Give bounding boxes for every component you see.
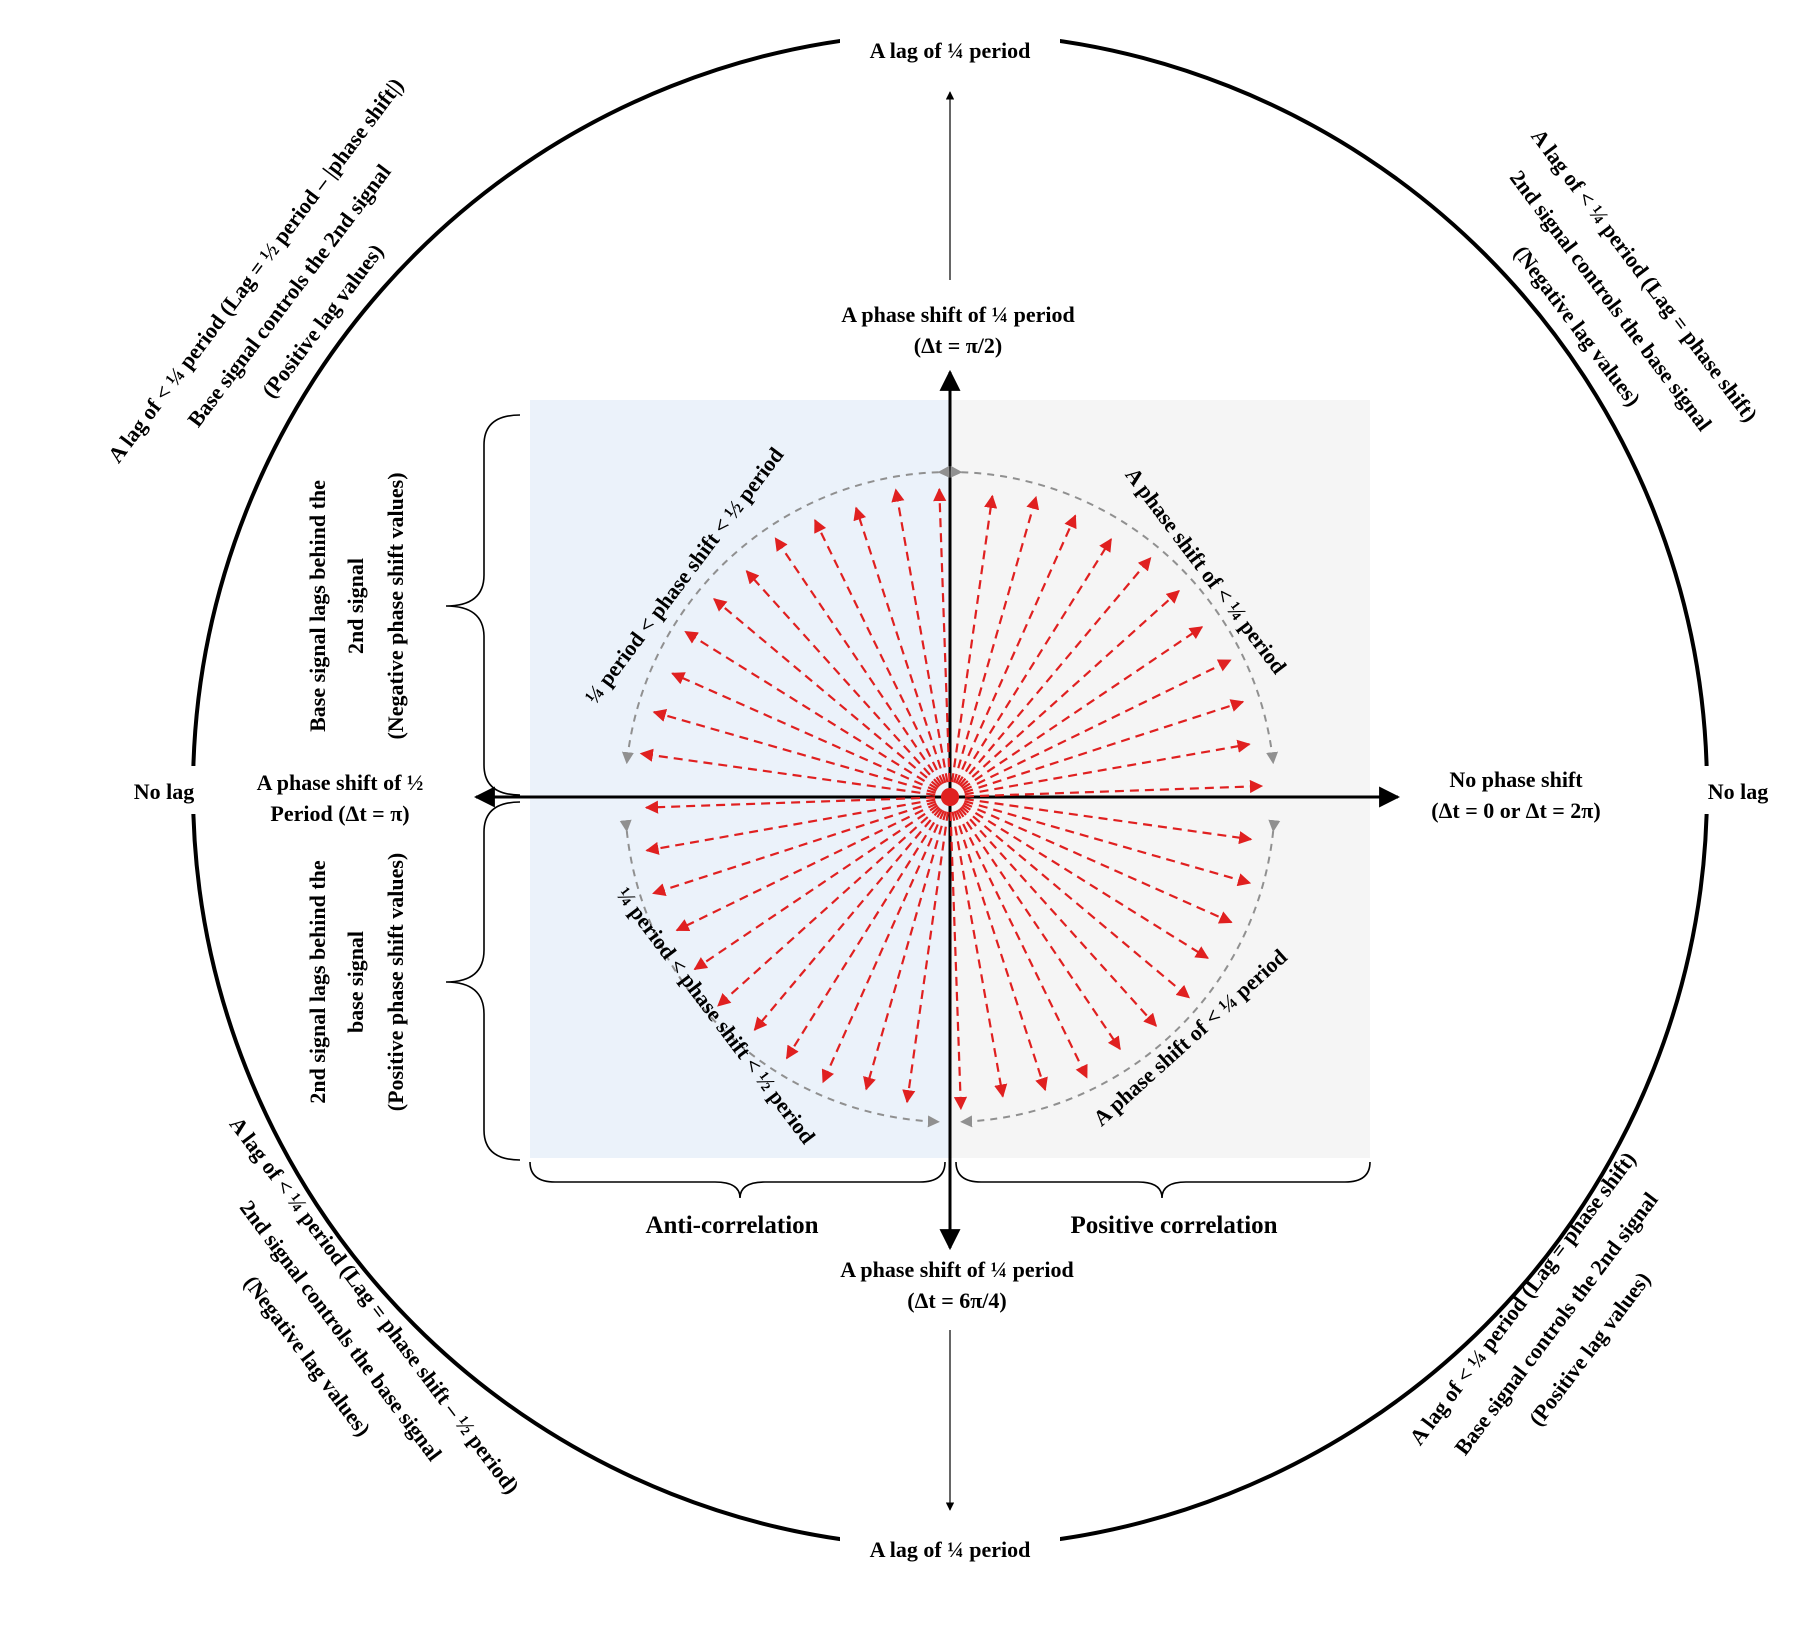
left-axis-label-2: Period (Δt = π) (270, 801, 409, 826)
left-nolag-label-bg (118, 766, 208, 814)
phase-ray (713, 598, 951, 798)
phase-ray (949, 796, 1157, 1027)
phase-ray (949, 796, 1191, 999)
phase-ray (821, 796, 952, 1084)
phase-ray (949, 659, 1232, 798)
lower-phase-text: 2nd signal lags behind the base signal (… (305, 853, 408, 1112)
phase-ray (745, 570, 951, 798)
lower-left-lag-text: A lag of < ¼ period (Lag = phase shift –… (225, 1112, 525, 1498)
anti-correlation-brace (529, 1161, 946, 1199)
right-axis-label-2: (Δt = 0 or Δt = 2π) (1431, 798, 1600, 823)
lower-phase-line-2: base signal (343, 931, 368, 1033)
phase-ray (675, 796, 951, 932)
upper-phase-line-2: 2nd signal (343, 558, 368, 654)
phase-ray (949, 779, 1264, 799)
phase-ray (949, 795, 1252, 887)
top-lag-label: A lag of ¼ period (870, 38, 1031, 63)
phase-ray (774, 537, 951, 798)
direction-arc (619, 819, 940, 1128)
left-axis-label-1: A phase shift of ½ (257, 770, 424, 795)
upper-right-lag-line-2: 2nd signal controls the base signal (1505, 165, 1717, 435)
bottom-lag-label-bg (840, 1527, 1060, 1571)
phase-ray (753, 796, 951, 1031)
lower-phase-line-1: 2nd signal lags behind the (305, 860, 330, 1104)
lower-left-lag-line-2: 2nd signal controls the base signal (235, 1195, 447, 1465)
phase-ray (717, 796, 951, 1007)
phase-ray (949, 556, 1152, 798)
phase-ray (814, 519, 951, 798)
positive-correlation-label: Positive correlation (1070, 1212, 1277, 1239)
phase-ray (949, 796, 1088, 1079)
top-axis-label-2: (Δt = π/2) (914, 333, 1002, 358)
direction-arc (960, 819, 1281, 1128)
phase-ray (902, 796, 952, 1104)
bottom-lag-label: A lag of ¼ period (870, 1537, 1031, 1562)
phase-ray (948, 796, 968, 1111)
phase-ray (891, 488, 952, 798)
right-nolag-label: No lag (1708, 779, 1769, 804)
upper-phase-text: Base signal lags behind the 2nd signal (… (305, 472, 408, 739)
phase-ray (693, 796, 951, 971)
direction-arc (621, 465, 950, 765)
bottom-axis-label-2: (Δt = 6π/4) (907, 1288, 1006, 1313)
lower-phase-line-3: (Positive phase shift values) (383, 853, 408, 1112)
right-nolag-label-bg (1692, 766, 1782, 814)
origin-dot (943, 790, 957, 804)
phase-ray (948, 494, 998, 798)
phase-ray (949, 626, 1204, 798)
phase-ray (684, 630, 951, 798)
phase-ray (949, 538, 1113, 798)
phase-ray (644, 795, 951, 814)
phase-ray (949, 796, 1121, 1051)
phase-ray (933, 487, 952, 798)
phase-ray (948, 495, 1040, 798)
bottom-axis-label-1: A phase shift of ¼ period (840, 1257, 1073, 1282)
phase-ray (948, 796, 1008, 1098)
phase-ray (949, 739, 1251, 799)
upper-phase-line-3: (Negative phase shift values) (383, 472, 408, 739)
direction-arcs (619, 465, 1281, 1128)
phase-ray (671, 672, 951, 799)
phase-ray (949, 795, 1233, 924)
anti-correlation-label: Anti-correlation (645, 1212, 818, 1239)
phase-ray (639, 748, 951, 799)
left-nolag-label: No lag (134, 779, 195, 804)
right-axis-label-1: No phase shift (1449, 767, 1583, 792)
phase-ray (652, 709, 951, 799)
direction-arc (950, 465, 1279, 765)
phase-ray (948, 796, 1048, 1092)
lower-right-lag-text: A lag of < ¼ period (Lag = phase shift) … (1404, 1147, 1663, 1460)
phase-ray (863, 796, 952, 1091)
phase-ray (785, 796, 951, 1060)
phase-ray (949, 796, 1209, 960)
upper-phase-line-1: Base signal lags behind the (305, 480, 330, 732)
phase-ray (853, 506, 952, 798)
phase-ray (949, 699, 1245, 799)
top-axis-label-1: A phase shift of ¼ period (841, 302, 1074, 327)
phase-ray (652, 795, 951, 897)
top-lag-label-bg (840, 28, 1060, 72)
lower-right-lag-line-2: Base signal controls the 2nd signal (1449, 1187, 1663, 1459)
phase-ray (645, 795, 951, 855)
phase-ray (948, 514, 1077, 798)
positive-correlation-brace (955, 1161, 1371, 1199)
phase-ray (949, 795, 1253, 845)
upper-phase-brace (445, 414, 521, 796)
phase-ray (949, 590, 1180, 798)
phase-rays (639, 487, 1264, 1111)
upper-left-lag-line-2: Base signal controls the 2nd signal (182, 159, 396, 431)
lower-phase-brace (445, 801, 521, 1161)
lower-right-lag-line-1: A lag of < ¼ period (Lag = phase shift) (1404, 1147, 1641, 1450)
upper-right-lag-line-1: A lag of < ¼ period (Lag = phase shift) (1526, 124, 1763, 427)
upper-left-lag-text: A lag of < ¼ period (Lag = ½ period – |p… (103, 73, 409, 467)
